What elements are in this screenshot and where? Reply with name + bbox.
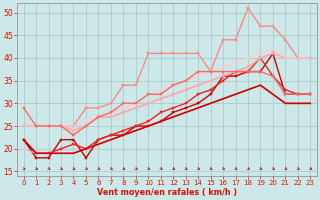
X-axis label: Vent moyen/en rafales ( km/h ): Vent moyen/en rafales ( km/h ) <box>97 188 237 197</box>
